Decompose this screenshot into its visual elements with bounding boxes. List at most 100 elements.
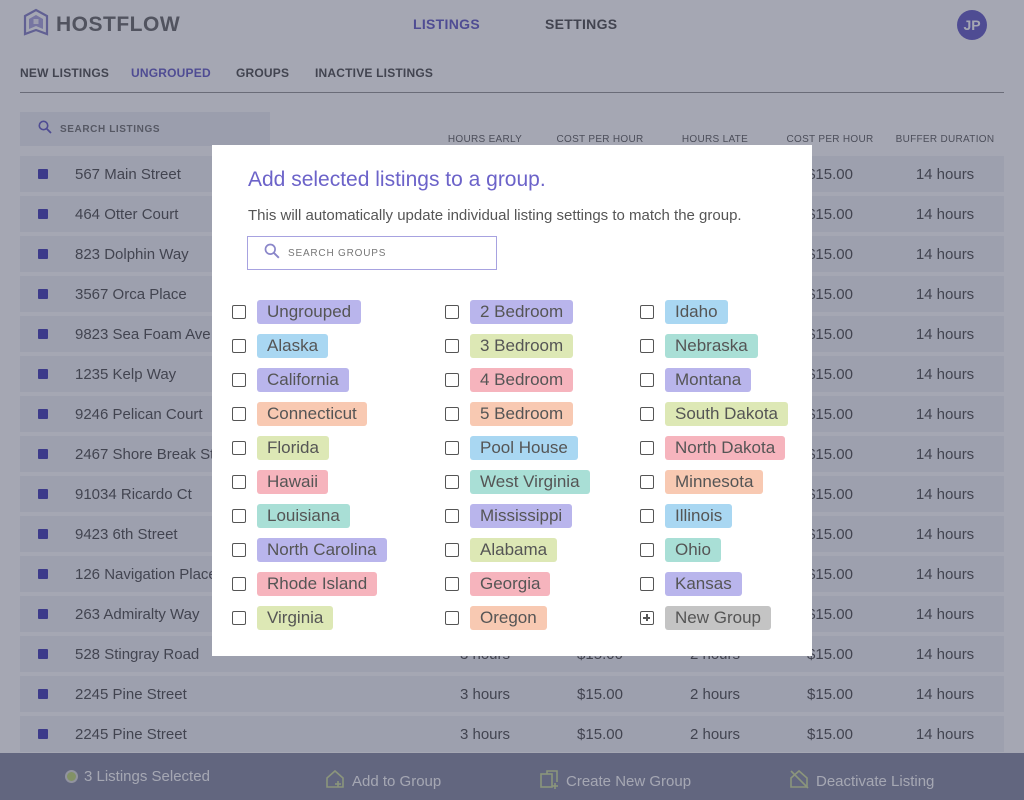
row-checkbox[interactable]	[38, 609, 48, 619]
group-tag[interactable]: California	[257, 368, 349, 392]
group-checkbox[interactable]	[445, 611, 459, 625]
search-groups-input[interactable]: SEARCH GROUPS	[247, 236, 497, 270]
plus-icon[interactable]	[640, 611, 654, 625]
group-checkbox[interactable]	[445, 577, 459, 591]
group-tag[interactable]: Ungrouped	[257, 300, 362, 324]
group-option-florida[interactable]: Florida	[232, 431, 387, 465]
row-checkbox[interactable]	[38, 329, 48, 339]
group-tag[interactable]: South Dakota	[665, 402, 789, 426]
group-option-illinois[interactable]: Illinois	[640, 499, 788, 533]
group-tag[interactable]: 3 Bedroom	[470, 334, 574, 358]
group-option-south-dakota[interactable]: South Dakota	[640, 397, 789, 431]
group-tag[interactable]: Florida	[257, 436, 329, 460]
group-tag[interactable]: North Carolina	[257, 538, 387, 562]
group-option-oregon[interactable]: Oregon	[445, 601, 590, 635]
group-checkbox[interactable]	[640, 373, 654, 387]
group-checkbox[interactable]	[640, 509, 654, 523]
group-option-alabama[interactable]: Alabama	[445, 533, 590, 567]
group-checkbox[interactable]	[232, 305, 246, 319]
group-option-3-bedroom[interactable]: 3 Bedroom	[445, 329, 590, 363]
group-tag[interactable]: 2 Bedroom	[470, 300, 574, 324]
group-option-california[interactable]: California	[232, 363, 387, 397]
row-checkbox[interactable]	[38, 369, 48, 379]
group-tag[interactable]: Kansas	[665, 572, 742, 596]
create-new-group-button[interactable]: Create New Group	[538, 768, 691, 794]
group-tag[interactable]: West Virginia	[470, 470, 590, 494]
table-row[interactable]: 2245 Pine Street 3 hours $15.00 2 hours $15.…	[20, 676, 1004, 712]
group-checkbox[interactable]	[445, 373, 459, 387]
group-option-nebraska[interactable]: Nebraska	[640, 329, 788, 363]
group-tag[interactable]: Nebraska	[665, 334, 758, 358]
add-to-group-button[interactable]: Add to Group	[324, 768, 441, 794]
nav-listings[interactable]: LISTINGS	[413, 16, 480, 32]
row-checkbox[interactable]	[38, 249, 48, 259]
group-option-2-bedroom[interactable]: 2 Bedroom	[445, 295, 590, 329]
group-tag[interactable]: Mississippi	[470, 504, 573, 528]
group-tag[interactable]: New Group	[665, 606, 771, 630]
group-option-west-virginia[interactable]: West Virginia	[445, 465, 590, 499]
group-option-north-dakota[interactable]: North Dakota	[640, 431, 788, 465]
subtab-groups[interactable]: GROUPS	[236, 66, 290, 80]
group-checkbox[interactable]	[232, 577, 246, 591]
group-checkbox[interactable]	[640, 305, 654, 319]
group-checkbox[interactable]	[232, 339, 246, 353]
subtab-ungrouped[interactable]: UNGROUPED	[131, 66, 211, 80]
group-tag[interactable]: Georgia	[470, 572, 551, 596]
group-checkbox[interactable]	[445, 407, 459, 421]
group-option-pool-house[interactable]: Pool House	[445, 431, 590, 465]
group-option-idaho[interactable]: Idaho	[640, 295, 788, 329]
group-tag[interactable]: Alabama	[470, 538, 558, 562]
subtab-new-listings[interactable]: NEW LISTINGS	[20, 66, 110, 80]
deactivate-listing-button[interactable]: Deactivate Listing	[788, 768, 934, 794]
row-checkbox[interactable]	[38, 569, 48, 579]
nav-settings[interactable]: SETTINGS	[545, 16, 618, 32]
group-checkbox[interactable]	[640, 475, 654, 489]
search-listings-input[interactable]: SEARCH LISTINGS	[20, 112, 270, 146]
group-tag[interactable]: Louisiana	[257, 504, 350, 528]
group-option-virginia[interactable]: Virginia	[232, 601, 387, 635]
group-option-kansas[interactable]: Kansas	[640, 567, 788, 601]
group-tag[interactable]: Idaho	[665, 300, 728, 324]
group-tag[interactable]: Ohio	[665, 538, 721, 562]
group-tag[interactable]: Hawaii	[257, 470, 329, 494]
row-checkbox[interactable]	[38, 209, 48, 219]
group-option-connecticut[interactable]: Connecticut	[232, 397, 387, 431]
group-tag[interactable]: 5 Bedroom	[470, 402, 574, 426]
row-checkbox[interactable]	[38, 649, 48, 659]
group-option-louisiana[interactable]: Louisiana	[232, 499, 387, 533]
group-option-alaska[interactable]: Alaska	[232, 329, 387, 363]
group-checkbox[interactable]	[640, 339, 654, 353]
avatar[interactable]: JP	[957, 10, 987, 40]
group-checkbox[interactable]	[232, 407, 246, 421]
group-tag[interactable]: Minnesota	[665, 470, 764, 494]
group-checkbox[interactable]	[232, 543, 246, 557]
group-tag[interactable]: Illinois	[665, 504, 733, 528]
group-tag[interactable]: North Dakota	[665, 436, 786, 460]
group-tag[interactable]: Oregon	[470, 606, 547, 630]
group-checkbox[interactable]	[445, 475, 459, 489]
group-option-montana[interactable]: Montana	[640, 363, 788, 397]
row-checkbox[interactable]	[38, 529, 48, 539]
row-checkbox[interactable]	[38, 169, 48, 179]
group-tag[interactable]: Connecticut	[257, 402, 367, 426]
group-checkbox[interactable]	[640, 543, 654, 557]
group-checkbox[interactable]	[640, 577, 654, 591]
group-option-rhode-island[interactable]: Rhode Island	[232, 567, 387, 601]
row-checkbox[interactable]	[38, 409, 48, 419]
row-checkbox[interactable]	[38, 489, 48, 499]
subtab-inactive-listings[interactable]: INACTIVE LISTINGS	[315, 66, 434, 80]
group-checkbox[interactable]	[640, 441, 654, 455]
row-checkbox[interactable]	[38, 689, 48, 699]
group-option-georgia[interactable]: Georgia	[445, 567, 590, 601]
group-checkbox[interactable]	[232, 373, 246, 387]
logo[interactable]: HOSTFLOW	[22, 8, 180, 40]
group-option-hawaii[interactable]: Hawaii	[232, 465, 387, 499]
group-checkbox[interactable]	[445, 543, 459, 557]
group-tag[interactable]: Virginia	[257, 606, 334, 630]
new-group-option[interactable]: New Group	[640, 601, 788, 635]
group-checkbox[interactable]	[445, 509, 459, 523]
group-checkbox[interactable]	[232, 475, 246, 489]
group-tag[interactable]: Rhode Island	[257, 572, 378, 596]
group-checkbox[interactable]	[445, 441, 459, 455]
group-checkbox[interactable]	[232, 441, 246, 455]
